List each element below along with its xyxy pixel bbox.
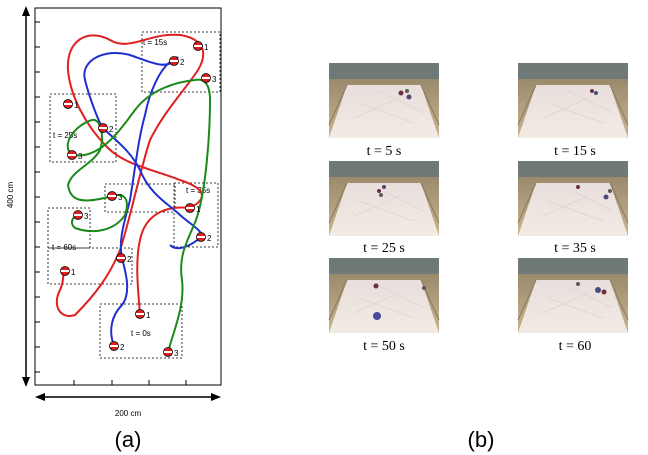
robot-1-marker: 1 xyxy=(135,309,151,320)
camera-frame-t25 xyxy=(328,160,440,237)
robot-3-marker: 3 xyxy=(67,150,83,161)
robot-3-number: 3 xyxy=(84,212,89,221)
robot-1-number: 1 xyxy=(74,101,79,110)
bottom-ticks xyxy=(73,380,187,385)
robot-1-marker: 1 xyxy=(185,203,201,214)
panel-b: t = 5 s t = 15 s t = 25 s t = 35 s t = 5… xyxy=(328,62,629,452)
time-label-t0: t = 0s xyxy=(131,329,151,338)
time-label-t35: t = 35s xyxy=(186,186,210,195)
robot-3-marker: 3 xyxy=(201,73,217,84)
camera-frame-t50 xyxy=(328,257,440,334)
arena-boundary xyxy=(34,7,222,386)
robot-2-marker: 2 xyxy=(196,232,212,243)
robot-2-number: 2 xyxy=(180,58,185,67)
camera-frame-t60 xyxy=(517,257,629,334)
time-box-t60-lower xyxy=(47,247,133,285)
time-label-t15: t = 15s xyxy=(143,38,167,47)
time-box-t0 xyxy=(99,303,183,359)
robot-3-number: 3 xyxy=(118,193,123,202)
width-dimension: 200 cm xyxy=(35,393,221,418)
robot-3-number: 3 xyxy=(174,349,179,358)
left-ticks xyxy=(35,21,40,373)
robot-1-marker: 1 xyxy=(193,41,209,52)
robot-1-marker: 1 xyxy=(60,266,76,277)
robot-2-number: 2 xyxy=(207,234,212,243)
trajectory-robot-1 xyxy=(55,33,205,317)
frame-caption-t50: t = 50 s xyxy=(363,339,405,354)
robot-1-number: 1 xyxy=(196,205,201,214)
robot-3-number: 3 xyxy=(212,75,217,84)
frame-caption-t60: t = 60 xyxy=(559,339,592,354)
robot-2-marker: 2 xyxy=(98,123,114,134)
robot-1-marker: 1 xyxy=(63,99,79,110)
frame-caption-t35: t = 35 s xyxy=(554,241,596,256)
robot-markers: 1 2 3 1 2 3 1 2 3 1 2 3 1 2 3 xyxy=(60,41,217,358)
robot-2-number: 2 xyxy=(109,125,114,134)
camera-frame-t15 xyxy=(517,62,629,139)
trajectory-robot-2 xyxy=(83,52,203,347)
frame-caption-t25: t = 25 s xyxy=(363,241,405,256)
frame-caption-t5: t = 5 s xyxy=(367,144,402,159)
robot-1-number: 1 xyxy=(146,311,151,320)
robot-3-marker: 3 xyxy=(73,210,89,221)
time-box-t35 xyxy=(173,182,219,248)
robot-2-marker: 2 xyxy=(116,253,132,264)
panel-a: 400 cm 200 cm t = 15s t = 25s t = 35s t … xyxy=(6,6,222,452)
panel-b-label: (b) xyxy=(468,427,495,452)
time-box-t60-upper xyxy=(47,207,91,249)
robot-1-number: 1 xyxy=(71,268,76,277)
frame-caption-t15: t = 15 s xyxy=(554,144,596,159)
height-dimension: 400 cm xyxy=(6,6,30,387)
width-label: 200 cm xyxy=(115,409,142,418)
time-label-t60: t = 60s xyxy=(52,243,76,252)
robot-2-number: 2 xyxy=(127,255,132,264)
robot-3-number: 3 xyxy=(78,152,83,161)
time-label-t25: t = 25s xyxy=(53,131,77,140)
robot-3-marker: 3 xyxy=(107,191,123,202)
time-box-t25 xyxy=(49,93,117,163)
panel-a-label: (a) xyxy=(115,427,142,452)
robot-1-number: 1 xyxy=(204,43,209,52)
robot-2-marker: 2 xyxy=(169,56,185,67)
robot-2-number: 2 xyxy=(120,343,125,352)
robot-2-marker: 2 xyxy=(109,341,125,352)
camera-frame-t5 xyxy=(328,62,440,139)
camera-frame-t35 xyxy=(517,160,629,237)
robot-3-marker: 3 xyxy=(163,347,179,358)
height-label: 400 cm xyxy=(6,182,15,209)
